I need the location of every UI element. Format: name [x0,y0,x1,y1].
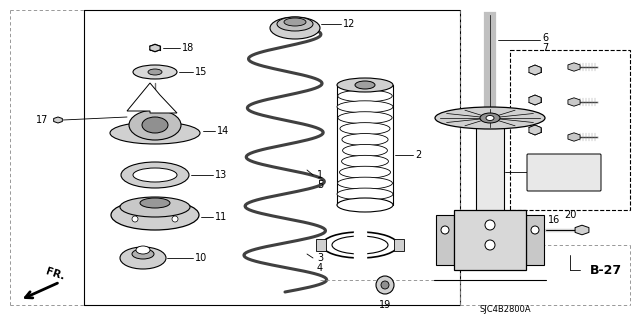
Text: 10: 10 [195,253,207,263]
Polygon shape [54,117,62,123]
Ellipse shape [132,249,154,259]
Ellipse shape [338,112,392,124]
Bar [394,239,404,251]
Circle shape [485,220,495,230]
Text: 9: 9 [542,175,548,185]
Circle shape [132,216,138,222]
Text: 15: 15 [195,67,207,77]
Ellipse shape [129,110,181,140]
Ellipse shape [486,115,494,121]
Ellipse shape [337,177,392,189]
Text: 13: 13 [215,170,227,180]
Text: FR.: FR. [44,266,66,282]
Ellipse shape [270,17,320,39]
Ellipse shape [277,17,313,31]
Text: 8: 8 [542,165,548,175]
Ellipse shape [338,90,392,102]
Text: 20: 20 [564,210,576,220]
Ellipse shape [133,168,177,182]
Polygon shape [529,95,541,105]
Polygon shape [575,225,589,235]
Text: 4: 4 [317,263,323,273]
Ellipse shape [322,232,398,258]
FancyBboxPatch shape [527,154,601,191]
Ellipse shape [332,236,388,254]
Ellipse shape [340,122,390,135]
Ellipse shape [111,200,199,230]
Ellipse shape [284,18,306,26]
Circle shape [381,281,389,289]
Text: B-27: B-27 [590,263,622,277]
Text: 12: 12 [343,19,355,29]
Ellipse shape [342,155,388,167]
Ellipse shape [110,122,200,144]
Text: 6: 6 [542,33,548,43]
Ellipse shape [338,199,392,211]
Ellipse shape [142,117,168,133]
Circle shape [441,226,449,234]
Ellipse shape [121,162,189,188]
Polygon shape [127,83,177,113]
Ellipse shape [120,197,190,217]
Bar [354,231,366,259]
Ellipse shape [148,69,162,75]
Polygon shape [568,98,580,106]
Ellipse shape [337,78,393,92]
Text: 2: 2 [415,150,421,160]
Polygon shape [568,63,580,71]
Circle shape [376,276,394,294]
Polygon shape [529,125,541,135]
Ellipse shape [435,107,545,129]
Bar [510,50,630,210]
Text: 5: 5 [317,180,323,190]
Bar [454,210,526,270]
Circle shape [531,226,539,234]
Text: 17: 17 [36,115,48,125]
Ellipse shape [355,81,375,89]
Bar [436,215,454,265]
Ellipse shape [337,188,393,200]
Ellipse shape [120,247,166,269]
Ellipse shape [476,211,504,219]
Text: SJC4B2800A: SJC4B2800A [479,306,531,315]
Ellipse shape [136,246,150,254]
Bar [316,239,326,251]
Ellipse shape [140,198,170,208]
Text: 14: 14 [217,126,229,136]
Polygon shape [529,65,541,75]
Circle shape [172,216,178,222]
Ellipse shape [342,145,387,156]
Bar [476,123,504,215]
Text: 16: 16 [548,215,560,225]
Polygon shape [150,44,160,52]
Circle shape [485,240,495,250]
Ellipse shape [337,101,393,113]
Text: 7: 7 [542,43,548,53]
Ellipse shape [340,79,390,91]
Text: 3: 3 [317,253,323,263]
Ellipse shape [342,134,388,145]
Ellipse shape [337,198,393,212]
Ellipse shape [339,166,390,178]
Polygon shape [568,133,580,141]
Text: 11: 11 [215,212,227,222]
Text: 18: 18 [182,43,195,53]
Text: 19: 19 [379,300,391,310]
Text: 1: 1 [317,170,323,180]
Ellipse shape [133,65,177,79]
Ellipse shape [480,113,500,123]
Bar [526,215,544,265]
